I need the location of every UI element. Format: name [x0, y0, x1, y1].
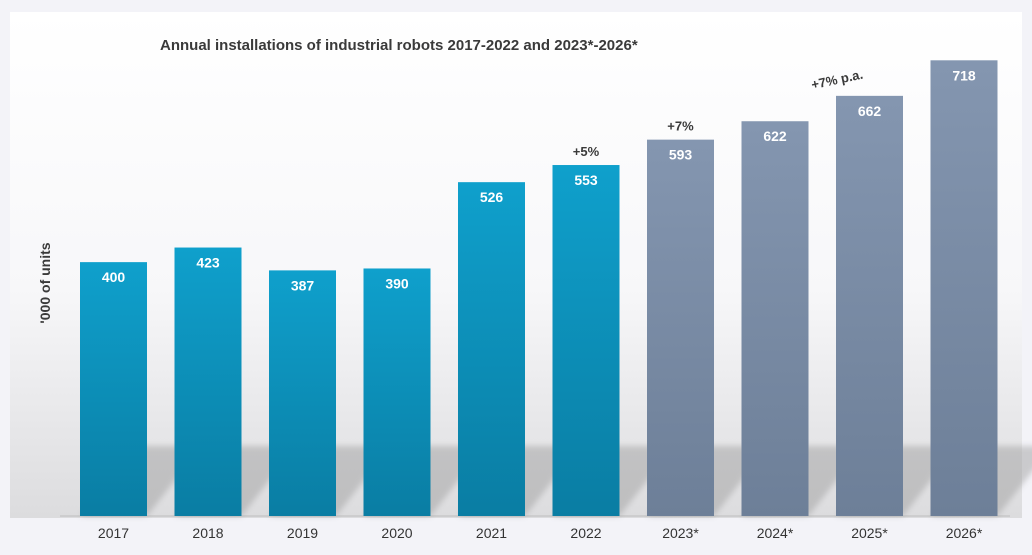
- annotation-label: +7%: [667, 119, 694, 134]
- x-tick-labels: 2017 2018 2019 2020 2021 2022 2023* 2024* 2025* 2…: [98, 525, 983, 541]
- value-label: 526: [480, 189, 504, 205]
- x-tick-label: 2020: [381, 525, 412, 541]
- bar-2022: [552, 165, 620, 516]
- bar-2021: [458, 182, 525, 516]
- value-label: 423: [196, 255, 220, 271]
- x-tick-label: 2019: [287, 525, 318, 541]
- value-label: 400: [102, 269, 126, 285]
- x-tick-label: 2021: [476, 525, 507, 541]
- value-label: 593: [669, 147, 693, 163]
- bar-2023-forecast: [647, 139, 714, 516]
- chart-title: Annual installations of industrial robot…: [160, 37, 638, 54]
- value-label: 387: [291, 277, 315, 293]
- annotation-label: +5%: [573, 144, 600, 159]
- bar-2020: [363, 268, 431, 516]
- value-label: 718: [952, 67, 976, 83]
- bar-2026-forecast: [930, 60, 998, 517]
- bar-2019: [269, 270, 336, 516]
- bar-2024-forecast: [741, 121, 809, 516]
- x-tick-label: 2023*: [662, 525, 699, 541]
- y-axis-label: '000 of units: [37, 242, 53, 323]
- x-tick-label: 2026*: [946, 525, 983, 541]
- x-tick-label: 2018: [192, 525, 223, 541]
- bars: [80, 60, 998, 517]
- bar-2017: [80, 262, 147, 516]
- value-labels: 400 423 387 390 526 553 593 622 662 718: [102, 67, 976, 293]
- x-tick-label: 2025*: [851, 525, 888, 541]
- value-label: 662: [858, 103, 882, 119]
- x-tick-label: 2017: [98, 525, 129, 541]
- value-label: 622: [763, 128, 787, 144]
- x-tick-label: 2022: [570, 525, 601, 541]
- value-label: 553: [574, 172, 598, 188]
- bar-2025-forecast: [836, 95, 903, 516]
- bar-2018: [174, 247, 242, 516]
- value-label: 390: [385, 275, 409, 291]
- x-tick-label: 2024*: [757, 525, 794, 541]
